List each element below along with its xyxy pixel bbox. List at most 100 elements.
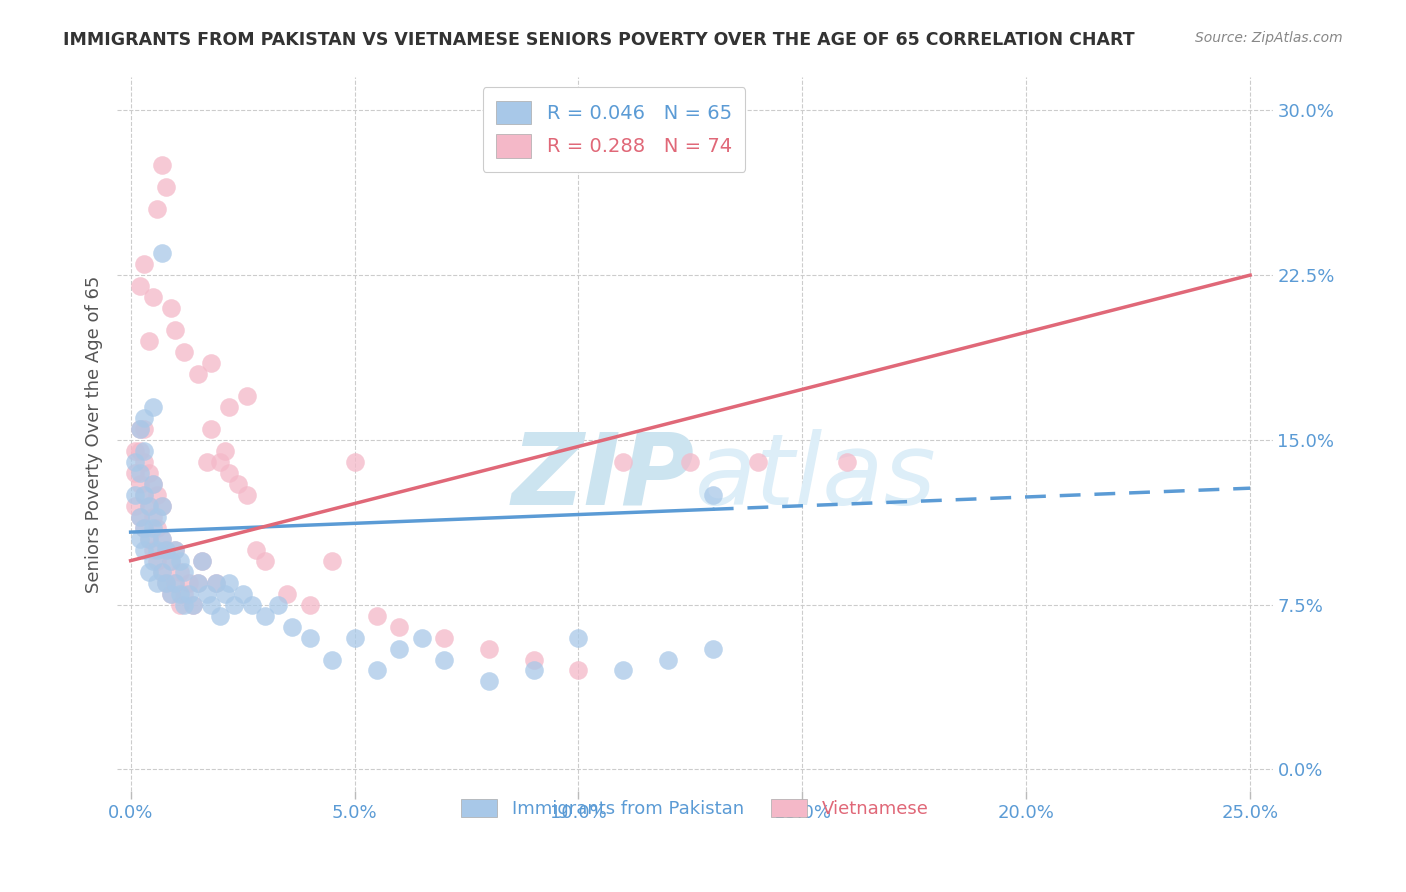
Point	[747, 455, 769, 469]
Point	[160, 554, 183, 568]
Point	[142, 509, 165, 524]
Point	[200, 356, 222, 370]
Point	[343, 631, 366, 645]
Point	[366, 664, 388, 678]
Point	[240, 598, 263, 612]
Point	[267, 598, 290, 612]
Point	[142, 542, 165, 557]
Point	[132, 410, 155, 425]
Point	[523, 664, 546, 678]
Point	[124, 499, 146, 513]
Point	[132, 422, 155, 436]
Point	[478, 674, 501, 689]
Point	[204, 575, 226, 590]
Point	[132, 521, 155, 535]
Point	[433, 631, 456, 645]
Point	[612, 455, 634, 469]
Point	[173, 565, 195, 579]
Point	[165, 575, 187, 590]
Point	[187, 575, 209, 590]
Point	[181, 598, 204, 612]
Point	[150, 499, 173, 513]
Point	[124, 455, 146, 469]
Point	[411, 631, 433, 645]
Point	[160, 586, 183, 600]
Point	[132, 542, 155, 557]
Point	[146, 509, 169, 524]
Point	[165, 542, 187, 557]
Point	[146, 521, 169, 535]
Point	[142, 290, 165, 304]
Point	[128, 509, 150, 524]
Point	[321, 554, 343, 568]
Point	[321, 652, 343, 666]
Point	[128, 279, 150, 293]
Point	[155, 542, 177, 557]
Point	[679, 455, 702, 469]
Point	[150, 158, 173, 172]
Text: ZIP: ZIP	[512, 429, 695, 525]
Point	[150, 565, 173, 579]
Point	[612, 664, 634, 678]
Point	[146, 554, 169, 568]
Point	[222, 598, 245, 612]
Point	[478, 641, 501, 656]
Point	[138, 532, 160, 546]
Point	[132, 455, 155, 469]
Point	[150, 532, 173, 546]
Point	[165, 323, 187, 337]
Point	[150, 499, 173, 513]
Point	[433, 652, 456, 666]
Point	[138, 499, 160, 513]
Point	[132, 488, 155, 502]
Point	[160, 554, 183, 568]
Point	[138, 565, 160, 579]
Point	[128, 532, 150, 546]
Point	[218, 400, 240, 414]
Point	[132, 443, 155, 458]
Point	[191, 554, 214, 568]
Point	[236, 488, 259, 502]
Point	[160, 301, 183, 315]
Point	[209, 455, 232, 469]
Point	[146, 202, 169, 217]
Point	[253, 608, 276, 623]
Point	[209, 608, 232, 623]
Point	[169, 598, 191, 612]
Point	[128, 466, 150, 480]
Point	[298, 598, 321, 612]
Point	[191, 554, 214, 568]
Point	[200, 598, 222, 612]
Point	[138, 532, 160, 546]
Point	[366, 608, 388, 623]
Point	[245, 542, 267, 557]
Point	[138, 334, 160, 348]
Point	[128, 509, 150, 524]
Point	[132, 257, 155, 271]
Point	[142, 476, 165, 491]
Point	[343, 455, 366, 469]
Point	[138, 499, 160, 513]
Text: IMMIGRANTS FROM PAKISTAN VS VIETNAMESE SENIORS POVERTY OVER THE AGE OF 65 CORREL: IMMIGRANTS FROM PAKISTAN VS VIETNAMESE S…	[63, 31, 1135, 49]
Point	[169, 565, 191, 579]
Point	[169, 554, 191, 568]
Point	[702, 641, 724, 656]
Point	[165, 542, 187, 557]
Y-axis label: Seniors Poverty Over the Age of 65: Seniors Poverty Over the Age of 65	[86, 276, 103, 593]
Point	[214, 443, 236, 458]
Point	[138, 466, 160, 480]
Point	[232, 586, 254, 600]
Point	[142, 476, 165, 491]
Text: atlas: atlas	[695, 429, 936, 525]
Point	[155, 575, 177, 590]
Point	[835, 455, 858, 469]
Point	[128, 422, 150, 436]
Point	[187, 575, 209, 590]
Point	[142, 521, 165, 535]
Point	[142, 554, 165, 568]
Point	[187, 367, 209, 381]
Point	[177, 575, 200, 590]
Point	[155, 542, 177, 557]
Point	[195, 455, 218, 469]
Point	[276, 586, 298, 600]
